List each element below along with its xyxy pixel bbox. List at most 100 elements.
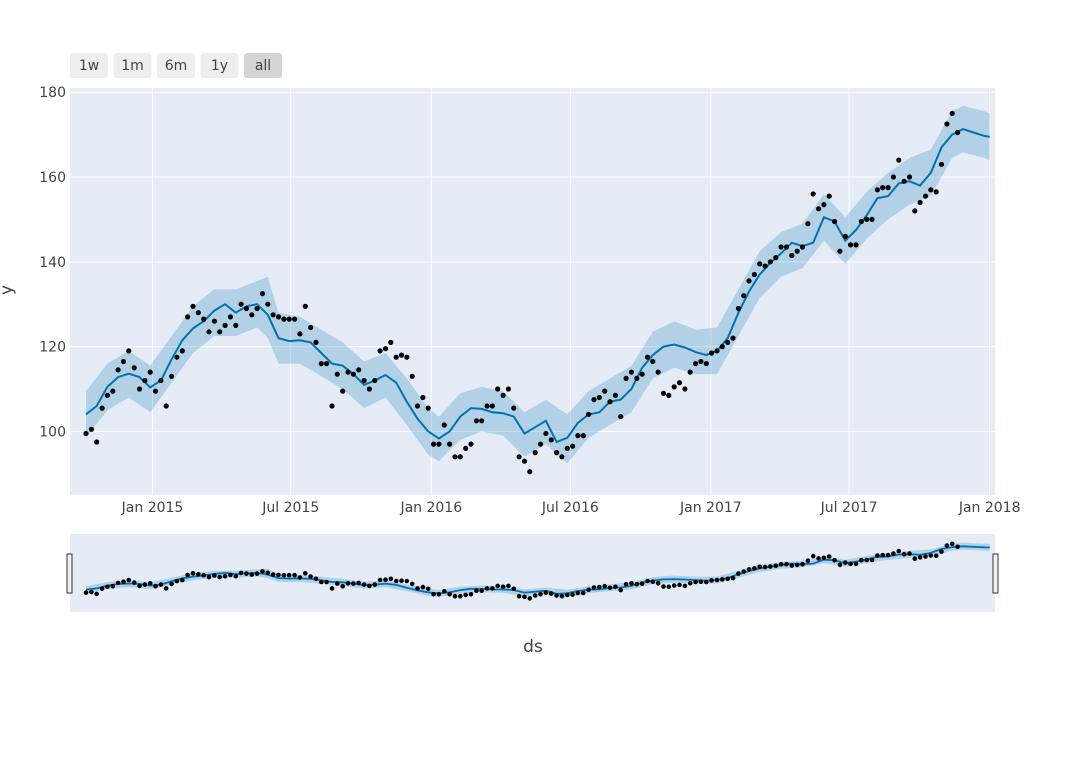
actual-point	[308, 324, 314, 331]
actual-point	[896, 157, 902, 163]
range-slider-point	[720, 577, 725, 582]
actual-point	[730, 335, 736, 341]
actual-point	[142, 377, 148, 384]
range-slider-point	[565, 592, 570, 598]
range-slider-handle-left[interactable]	[66, 553, 73, 594]
range-button-1y[interactable]: 1y	[200, 53, 239, 78]
actual-point	[104, 392, 110, 398]
actual-point	[955, 129, 961, 136]
actual-point	[949, 110, 955, 116]
actual-point	[217, 329, 223, 335]
range-slider-point	[238, 570, 244, 576]
actual-point	[329, 403, 335, 409]
range-button-6m[interactable]: 6m	[157, 53, 195, 78]
range-slider-point	[698, 579, 704, 584]
actual-point	[409, 373, 415, 379]
range-slider-point	[506, 583, 511, 589]
x-tick-label: Jul 2017	[820, 500, 878, 516]
actual-point	[233, 322, 239, 328]
actual-point	[110, 388, 116, 394]
range-slider-point	[655, 581, 661, 586]
actual-point	[628, 369, 635, 375]
range-slider-point	[367, 583, 372, 589]
actual-point	[468, 441, 474, 447]
actual-point	[500, 392, 506, 398]
range-button-all[interactable]: all	[244, 53, 282, 78]
range-slider-point	[816, 556, 821, 561]
actual-point	[324, 361, 330, 367]
actual-point	[719, 344, 725, 350]
range-slider-point	[147, 581, 153, 586]
y-axis-title: y	[0, 285, 17, 295]
range-button-label: 1w	[79, 58, 99, 74]
range-slider-point	[447, 592, 452, 597]
x-tick-label: Jul 2016	[541, 500, 599, 516]
actual-point	[495, 386, 501, 392]
range-slider[interactable]	[66, 534, 999, 612]
actual-point	[805, 221, 811, 227]
range-slider-point	[393, 578, 399, 584]
range-slider-point	[511, 586, 517, 592]
actual-point	[634, 375, 640, 381]
actual-point	[318, 361, 324, 367]
range-slider-point	[730, 575, 736, 581]
actual-point	[799, 244, 806, 250]
y-tick-label: 160	[39, 170, 66, 186]
actual-point	[126, 348, 132, 354]
range-slider-point	[821, 555, 827, 561]
range-slider-point	[110, 583, 116, 589]
range-slider-point	[297, 575, 303, 580]
range-slider-point	[832, 558, 837, 563]
y-tick-label: 180	[39, 85, 66, 101]
range-slider-point	[928, 553, 934, 558]
actual-point	[115, 367, 121, 373]
range-slider-point	[425, 586, 431, 592]
actual-point	[532, 450, 538, 456]
actual-point	[270, 312, 276, 318]
range-slider-point	[388, 576, 394, 582]
range-button-1m[interactable]: 1m	[113, 53, 152, 78]
range-slider-point	[645, 578, 650, 584]
range-slider-point	[607, 585, 613, 591]
range-slider-point	[543, 590, 549, 595]
actual-point	[361, 377, 367, 384]
actual-point	[944, 121, 950, 127]
actual-point	[650, 358, 656, 365]
range-slider-point	[212, 573, 217, 578]
range-slider-point	[468, 592, 474, 597]
actual-point	[436, 441, 442, 447]
actual-point	[783, 244, 790, 250]
actual-point	[313, 339, 319, 345]
actual-point	[521, 458, 528, 464]
actual-point	[666, 392, 672, 398]
actual-point	[928, 187, 934, 193]
actual-point	[869, 216, 875, 222]
range-slider-point	[442, 589, 447, 594]
range-slider-point	[89, 589, 94, 595]
range-slider-point	[885, 552, 891, 558]
range-slider-point	[623, 581, 629, 587]
range-slider-point	[308, 574, 313, 579]
range-slider-point	[137, 583, 142, 589]
actual-point	[660, 390, 667, 396]
range-slider-point	[233, 573, 239, 579]
range-slider-point	[752, 566, 757, 571]
range-button-1w[interactable]: 1w	[70, 53, 108, 78]
y-gridlines	[70, 91, 995, 432]
actual-point	[366, 386, 372, 392]
actual-point	[794, 248, 800, 254]
range-slider-point	[955, 544, 960, 550]
range-slider-point	[784, 561, 789, 567]
x-axis-title: ds	[523, 637, 543, 657]
actual-point	[906, 174, 913, 180]
range-slider-point	[800, 561, 805, 567]
range-slider-point	[495, 583, 501, 589]
range-slider-point	[185, 572, 190, 578]
range-slider-point	[639, 581, 645, 586]
range-slider-point	[345, 581, 351, 586]
actual-point	[789, 252, 795, 259]
y-tick-label: 100	[39, 424, 66, 440]
range-slider-handle-right[interactable]	[992, 553, 999, 594]
range-slider-point	[121, 579, 126, 584]
